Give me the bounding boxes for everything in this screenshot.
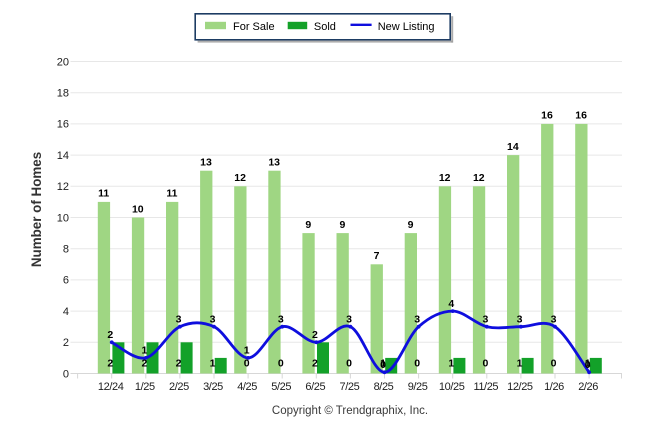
svg-text:10/25: 10/25 (439, 381, 465, 393)
svg-text:3: 3 (210, 314, 216, 326)
svg-text:0: 0 (551, 357, 557, 369)
svg-text:16: 16 (541, 110, 553, 122)
svg-text:1: 1 (517, 357, 523, 369)
svg-text:Copyright © Trendgraphix, Inc.: Copyright © Trendgraphix, Inc. (272, 405, 428, 417)
svg-text:11/25: 11/25 (473, 381, 498, 393)
svg-text:3: 3 (346, 314, 352, 326)
svg-text:8: 8 (63, 244, 69, 256)
svg-text:2: 2 (312, 329, 318, 341)
svg-text:10: 10 (57, 212, 69, 224)
svg-text:18: 18 (57, 88, 69, 100)
svg-text:20: 20 (57, 56, 69, 68)
svg-text:2: 2 (107, 357, 113, 369)
svg-text:13: 13 (268, 157, 280, 169)
svg-text:3: 3 (551, 314, 557, 326)
svg-text:1: 1 (380, 357, 386, 369)
svg-text:2/25: 2/25 (169, 381, 189, 393)
svg-text:0: 0 (244, 357, 250, 369)
svg-text:4: 4 (448, 298, 454, 310)
svg-text:12: 12 (57, 181, 69, 193)
svg-text:9: 9 (408, 219, 414, 231)
svg-text:3: 3 (278, 314, 284, 326)
svg-text:0: 0 (63, 368, 69, 380)
svg-text:3/25: 3/25 (203, 381, 223, 393)
svg-text:7/25: 7/25 (339, 381, 359, 393)
svg-text:0: 0 (278, 357, 284, 369)
svg-text:2: 2 (312, 357, 318, 369)
svg-text:12: 12 (234, 172, 246, 184)
svg-text:3: 3 (482, 314, 488, 326)
svg-text:2: 2 (107, 329, 113, 341)
svg-text:12/24: 12/24 (98, 381, 124, 393)
svg-text:13: 13 (200, 157, 212, 169)
svg-text:Sold: Sold (314, 21, 336, 33)
svg-text:4/25: 4/25 (237, 381, 257, 393)
svg-text:12/25: 12/25 (507, 381, 533, 393)
svg-text:16: 16 (57, 119, 69, 131)
svg-text:1/26: 1/26 (544, 381, 564, 393)
svg-text:2: 2 (141, 357, 147, 369)
svg-text:9: 9 (305, 219, 311, 231)
svg-text:1: 1 (210, 357, 216, 369)
svg-text:3: 3 (176, 314, 182, 326)
svg-text:Number of Homes: Number of Homes (29, 152, 44, 267)
svg-text:0: 0 (482, 357, 488, 369)
svg-text:9: 9 (339, 219, 345, 231)
svg-text:14: 14 (57, 150, 69, 162)
svg-text:6/25: 6/25 (305, 381, 325, 393)
svg-text:16: 16 (575, 110, 587, 122)
svg-text:14: 14 (507, 141, 519, 153)
svg-text:For Sale: For Sale (233, 21, 275, 33)
svg-text:1: 1 (448, 357, 454, 369)
svg-text:3: 3 (517, 314, 523, 326)
svg-text:0: 0 (380, 359, 386, 371)
svg-text:11: 11 (166, 188, 177, 200)
svg-text:2: 2 (63, 337, 69, 349)
svg-text:12: 12 (439, 172, 451, 184)
svg-text:0: 0 (346, 357, 352, 369)
svg-text:1/25: 1/25 (135, 381, 155, 393)
svg-text:10: 10 (132, 203, 144, 215)
svg-text:0: 0 (585, 359, 591, 371)
svg-text:8/25: 8/25 (374, 381, 394, 393)
svg-text:4: 4 (63, 306, 69, 318)
svg-text:1: 1 (141, 345, 147, 357)
svg-text:12: 12 (473, 172, 485, 184)
svg-text:5/25: 5/25 (271, 381, 291, 393)
svg-text:New Listing: New Listing (378, 21, 435, 33)
svg-text:3: 3 (414, 314, 420, 326)
svg-text:1: 1 (244, 345, 250, 357)
svg-text:2/26: 2/26 (578, 381, 598, 393)
svg-text:6: 6 (63, 275, 69, 287)
svg-text:1: 1 (585, 357, 591, 369)
svg-text:9/25: 9/25 (408, 381, 428, 393)
svg-text:2: 2 (176, 357, 182, 369)
svg-text:0: 0 (414, 357, 420, 369)
svg-text:11: 11 (98, 188, 109, 200)
svg-text:7: 7 (374, 250, 380, 262)
